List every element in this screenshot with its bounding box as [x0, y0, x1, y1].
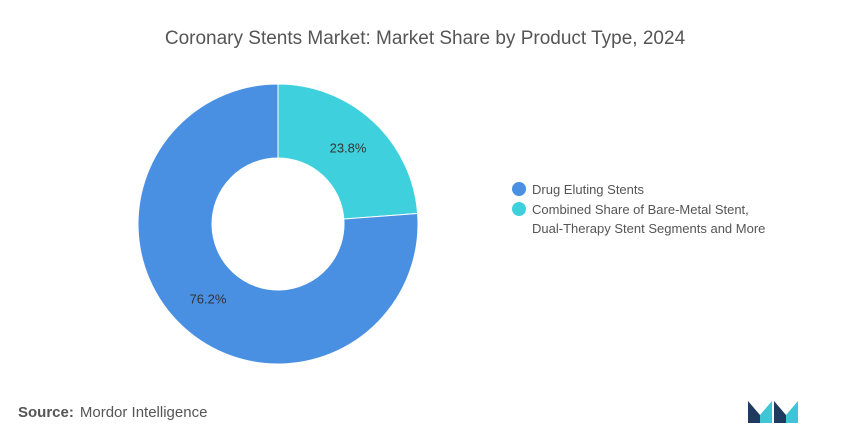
legend-item-combined-share: Combined Share of Bare-Metal Stent, Dual…: [512, 200, 812, 238]
source-note: Source: Mordor Intelligence: [18, 404, 207, 421]
chart-title: Coronary Stents Market: Market Share by …: [164, 28, 686, 49]
legend-label-line: Combined Share of Bare-Metal Stent,: [532, 202, 749, 217]
source-text: Mordor Intelligence: [79, 404, 208, 421]
legend-swatch: [512, 182, 526, 196]
legend-label: Combined Share of Bare-Metal Stent, Dual…: [532, 200, 765, 238]
source-label: Source:: [18, 404, 74, 421]
data-label-drug-eluting-stents: 76.2%: [190, 292, 227, 307]
data-label-combined-share: 23.8%: [330, 140, 367, 155]
legend-swatch: [512, 202, 526, 216]
legend: Drug Eluting Stents Combined Share of Ba…: [512, 180, 812, 239]
slice-drug-eluting-stents: [137, 83, 419, 365]
legend-label-line: Drug Eluting Stents: [532, 182, 645, 197]
slice-combined-share: [277, 83, 419, 220]
mordor-intelligence-logo-icon: [748, 401, 798, 423]
legend-item-drug-eluting-stents: Drug Eluting Stents: [512, 180, 812, 199]
legend-label: Drug Eluting Stents: [532, 180, 644, 199]
legend-label-line: Dual-Therapy Stent Segments and More: [532, 221, 766, 236]
